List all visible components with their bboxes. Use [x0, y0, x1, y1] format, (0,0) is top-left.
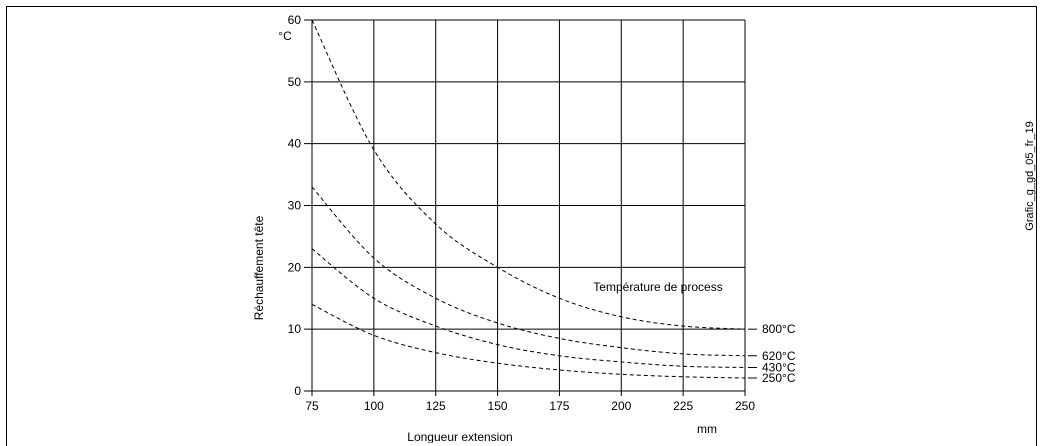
series-label: 620°C	[762, 349, 796, 363]
series-line	[311, 303, 746, 379]
y-tick-label: 10	[288, 322, 302, 336]
series-label: 250°C	[762, 371, 796, 385]
y-tick-label: 30	[288, 199, 302, 213]
y-tick-label: 0	[294, 384, 301, 398]
y-axis-label: Réchauffement tête	[252, 215, 266, 320]
x-unit-label: mm	[697, 422, 717, 436]
y-tick-label: 40	[288, 137, 302, 151]
figure-id-label: Grafic_g_gd_05_fr_19	[1024, 121, 1036, 231]
x-tick-label: 200	[611, 399, 631, 413]
x-tick-label: 125	[426, 399, 446, 413]
axis-ticks: 75 100 125 150 175 200 225 250 0 10 20 30 40 50 60	[288, 13, 756, 413]
x-tick-label: 225	[673, 399, 693, 413]
series-line	[311, 248, 746, 369]
y-tick-label: 20	[288, 260, 302, 274]
x-tick-label: 250	[735, 399, 755, 413]
series-line	[311, 19, 746, 330]
process-temperature-annotation: Température de process	[593, 280, 722, 294]
x-tick-label: 175	[549, 399, 569, 413]
series-label: 800°C	[762, 322, 796, 336]
y-unit-label: °C	[278, 29, 292, 43]
x-tick-label: 150	[488, 399, 508, 413]
x-axis-label: Longueur extension	[407, 430, 512, 443]
x-tick-label: 75	[305, 399, 319, 413]
y-tick-label: 60	[288, 13, 302, 27]
x-tick-label: 100	[364, 399, 384, 413]
grid	[304, 19, 746, 396]
series-label: 430°C	[762, 361, 796, 375]
figure-frame	[6, 6, 1037, 446]
series-line	[311, 186, 746, 357]
y-tick-label: 50	[288, 75, 302, 89]
